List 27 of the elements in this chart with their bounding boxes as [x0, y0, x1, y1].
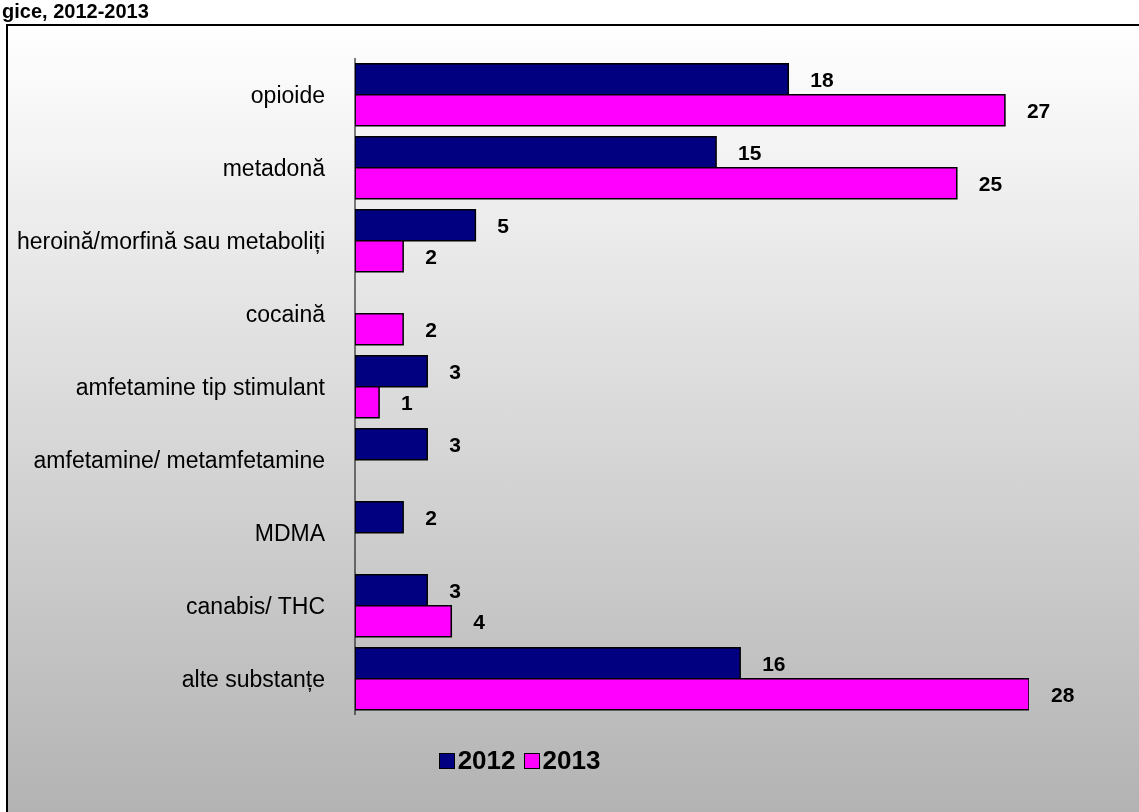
y-tick-label: heroină/morfină sau metaboliți: [16, 227, 325, 254]
data-label: 28: [1051, 682, 1075, 706]
y-tick-label: amfetamine tip stimulant: [75, 373, 326, 400]
legend-label: 2013: [542, 745, 601, 776]
y-tick-label: alte substanțe: [181, 665, 325, 692]
text: gice, 2012-2013: [2, 0, 149, 22]
y-tick-label: metadonă: [222, 154, 326, 181]
data-label: 1: [401, 390, 414, 414]
legend-label: 2012: [457, 745, 516, 776]
y-tick-label: opioide: [250, 81, 325, 108]
data-label: 27: [1026, 98, 1051, 122]
y-tick-label: cocaină: [245, 300, 326, 327]
data-label: 18: [810, 67, 834, 91]
data-label: 25: [978, 171, 1003, 195]
data-label: 15: [738, 140, 762, 164]
y-tick-label: canabis/ THC: [186, 592, 325, 619]
data-label: 5: [497, 213, 510, 237]
y-tick-label: MDMA: [254, 519, 326, 546]
data-label: 3: [449, 578, 461, 602]
y-tick-label: amfetamine/ metamfetamine: [33, 446, 325, 473]
data-label: 3: [449, 359, 461, 383]
data-label: 3: [449, 432, 461, 456]
data-label: 2: [425, 244, 437, 268]
data-label: 4: [473, 609, 486, 633]
data-label: 16: [762, 651, 786, 675]
data-label: 2: [425, 505, 437, 529]
data-label: 2: [425, 317, 437, 341]
